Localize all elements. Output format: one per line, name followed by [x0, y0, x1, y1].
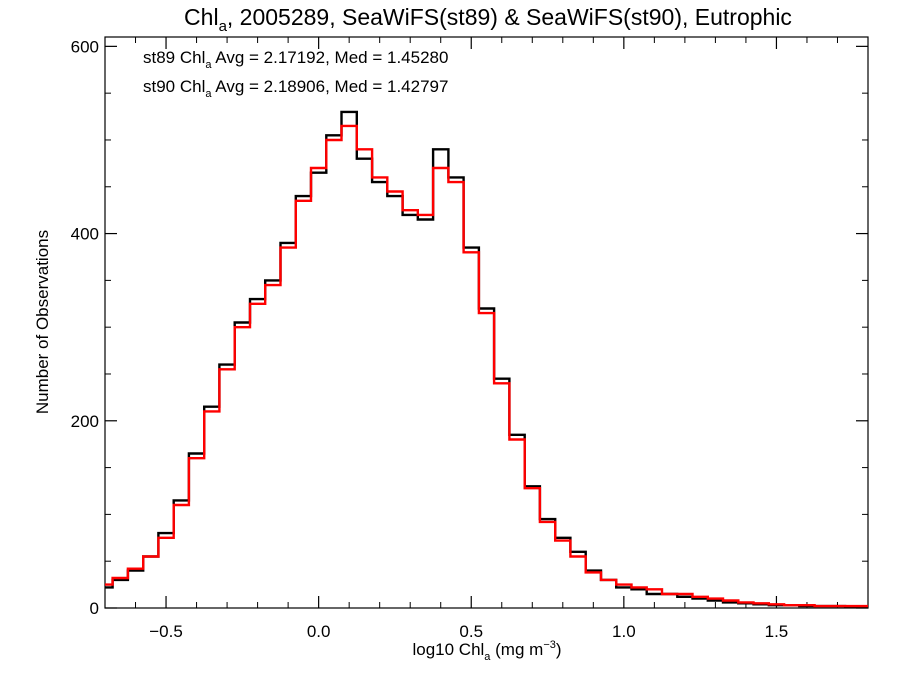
x-tick-label: −0.5 — [149, 622, 183, 641]
annotation-st90-prefix: st90 Chl — [143, 77, 205, 96]
y-tick-label: 200 — [71, 412, 99, 431]
x-axis-label-superscript: −3 — [543, 639, 556, 651]
y-tick-label: 400 — [71, 225, 99, 244]
x-axis-label-subscript: a — [484, 651, 491, 663]
x-axis-tick-labels: −0.5 0.0 0.5 1.0 1.5 — [149, 622, 788, 641]
x-tick-label: 0.0 — [307, 622, 331, 641]
x-axis-label-end: ) — [556, 640, 562, 659]
chart-title-prefix: Chl — [184, 4, 219, 30]
x-axis-label-prefix: log10 Chl — [412, 640, 484, 659]
annotation-st90-subscript: a — [205, 88, 212, 100]
x-tick-label: 0.5 — [459, 622, 483, 641]
series-st90-step-line — [105, 124, 868, 608]
series-st89-step-line — [105, 110, 868, 609]
y-axis-ticks — [105, 45, 868, 609]
chart-title: Chla, 2005289, SeaWiFS(st89) & SeaWiFS(s… — [184, 4, 792, 35]
y-axis-label: Number of Observations — [33, 230, 52, 414]
chart-title-suffix: , 2005289, SeaWiFS(st89) & SeaWiFS(st90)… — [227, 4, 792, 30]
annotation-st89-subscript: a — [205, 59, 212, 71]
annotation-st90-stats: st90 Chla Avg = 2.18906, Med = 1.42797 — [143, 77, 448, 100]
annotation-st89-stats: st89 Chla Avg = 2.17192, Med = 1.45280 — [143, 48, 448, 71]
y-tick-label: 600 — [71, 37, 99, 56]
plot-frame — [104, 36, 869, 609]
y-tick-label: 0 — [90, 599, 99, 618]
y-axis-tick-labels: 0 200 400 600 — [71, 37, 99, 618]
chart-title-subscript: a — [219, 18, 228, 35]
x-axis-label-suffix: (mg m — [490, 640, 543, 659]
annotation-st89-prefix: st89 Chl — [143, 48, 205, 67]
annotation-st90-suffix: Avg = 2.18906, Med = 1.42797 — [212, 77, 449, 96]
x-tick-label: 1.0 — [612, 622, 636, 641]
x-tick-label: 1.5 — [765, 622, 789, 641]
x-axis-label: log10 Chla (mg m−3) — [412, 639, 561, 663]
annotation-st89-suffix: Avg = 2.17192, Med = 1.45280 — [212, 48, 449, 67]
